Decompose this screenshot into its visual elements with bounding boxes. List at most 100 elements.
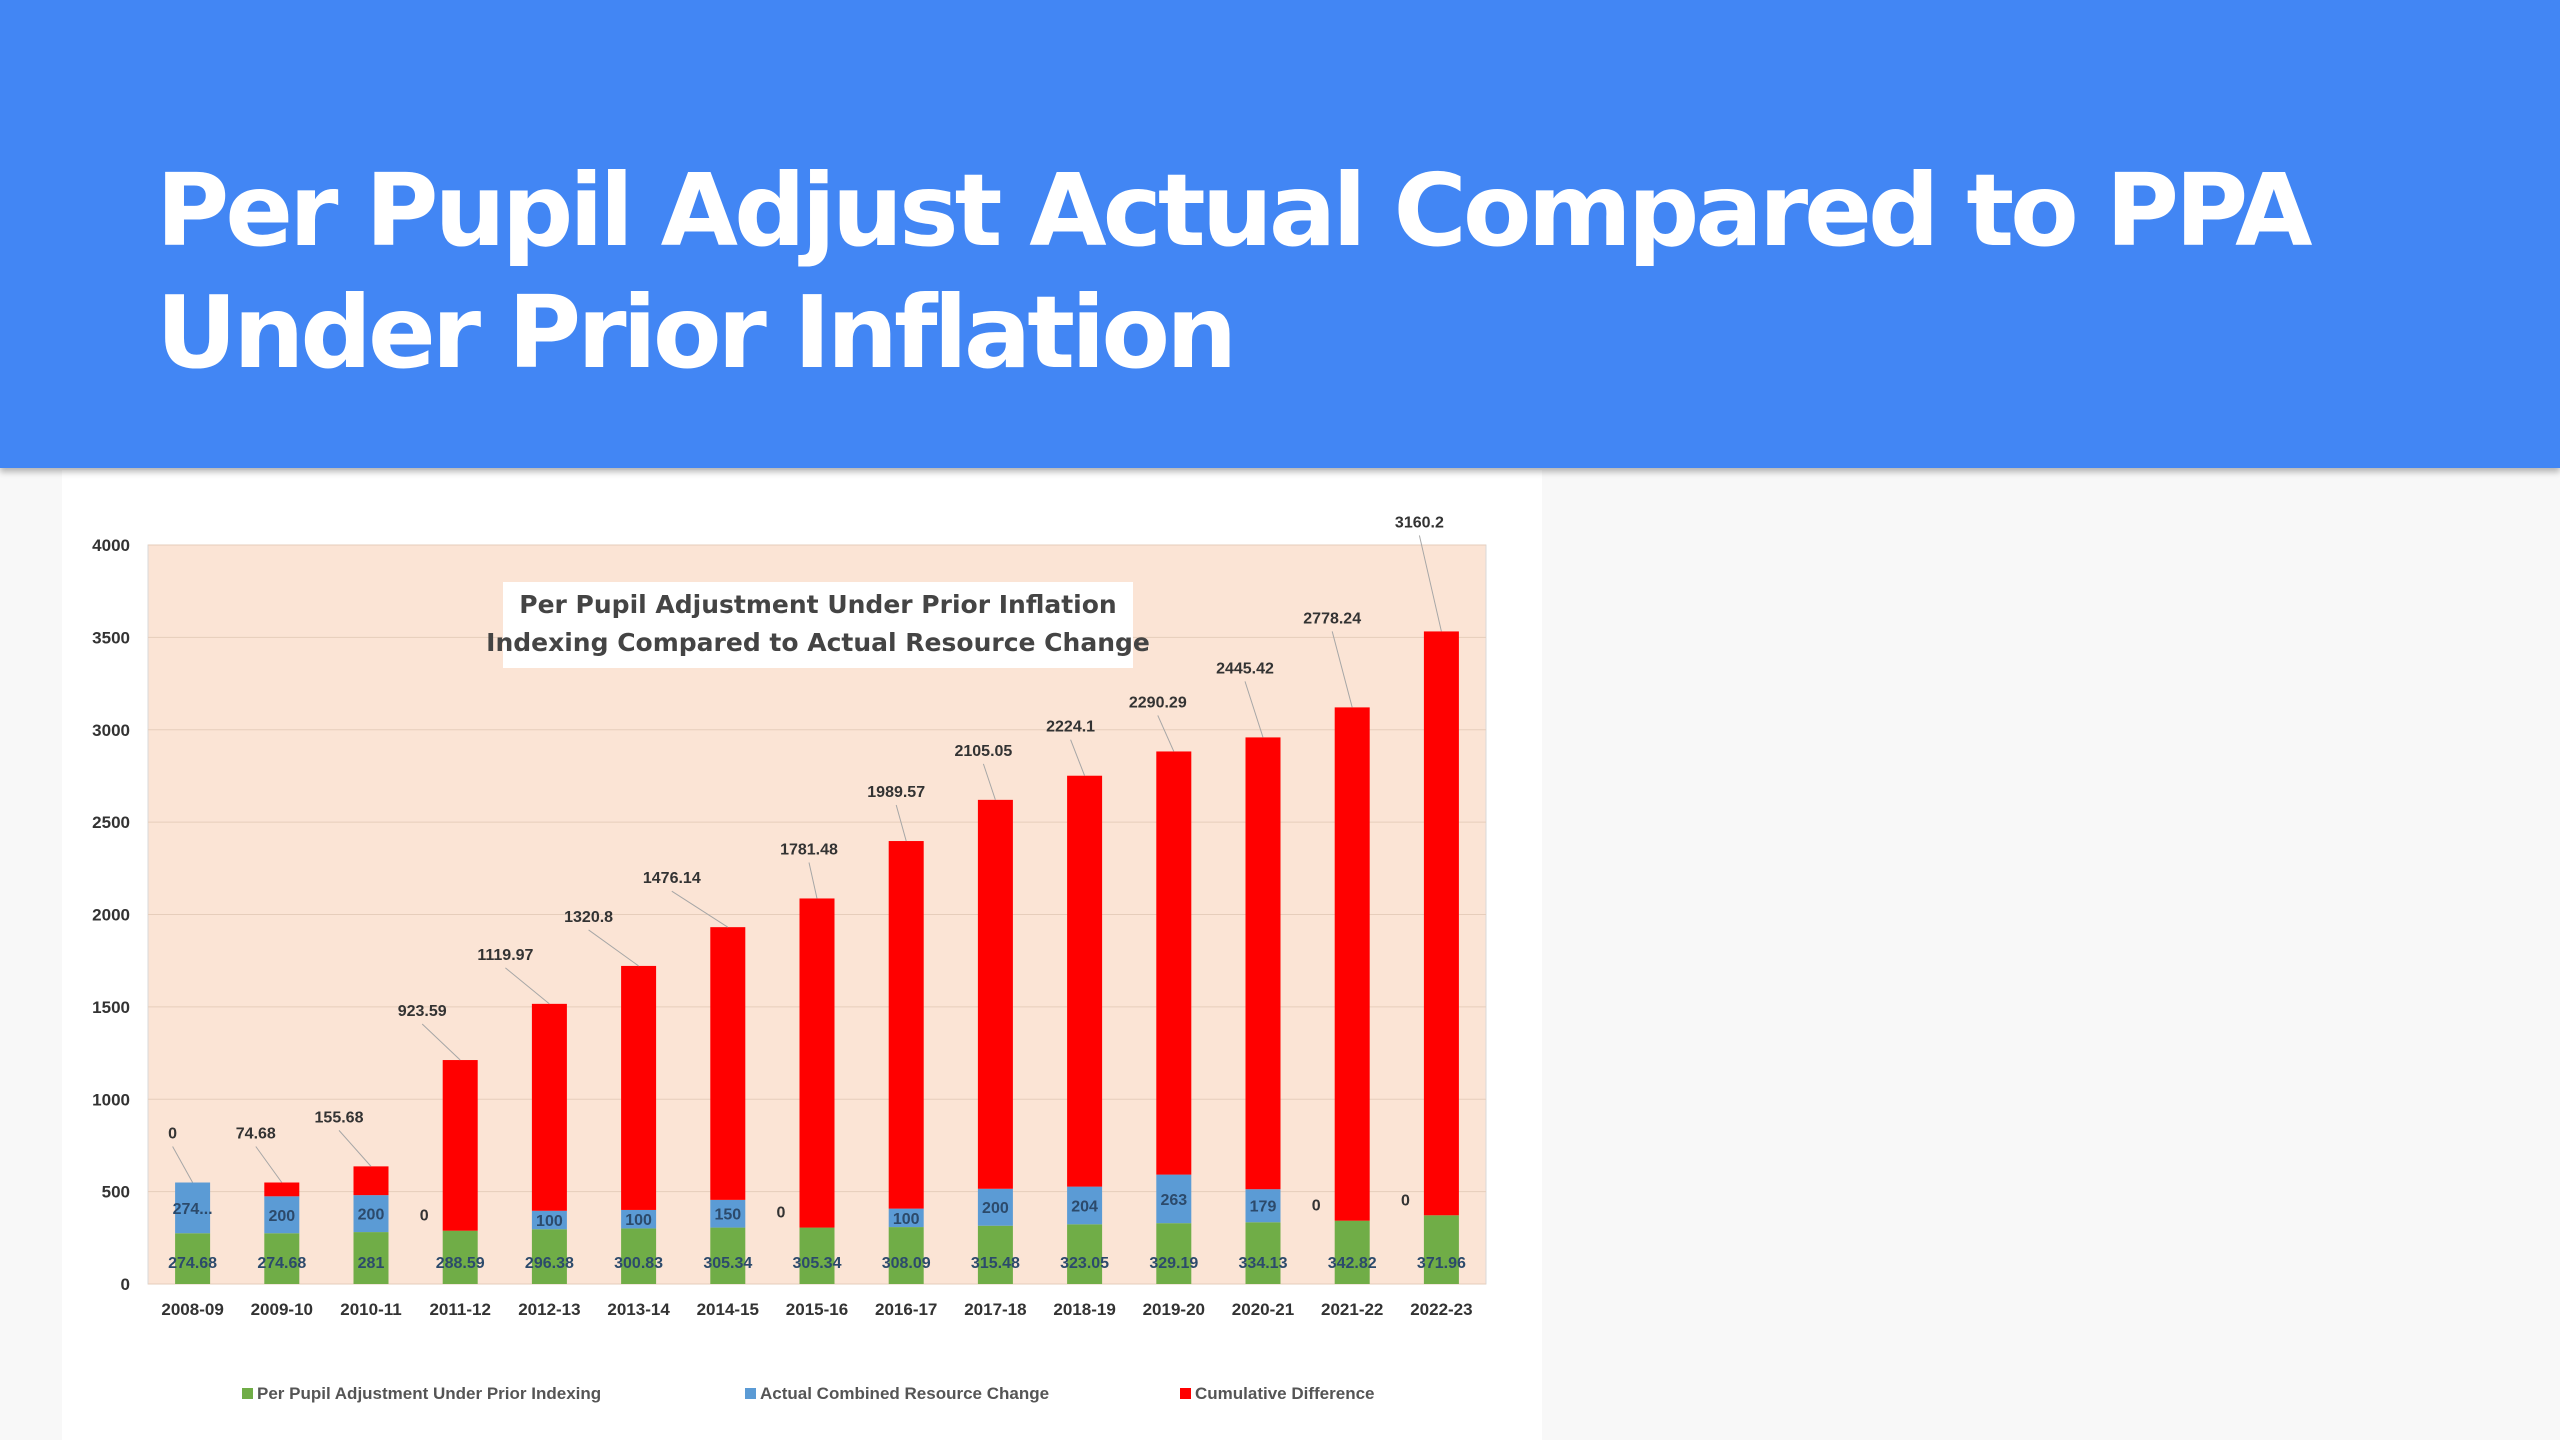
data-label-blue: 150	[714, 1207, 741, 1224]
leader-line	[982, 763, 996, 801]
bar-segment-red	[1245, 737, 1281, 1190]
data-label-red: 0	[168, 1126, 177, 1143]
data-label-green: 274.68	[257, 1255, 306, 1272]
bar-segment-blue	[710, 1199, 746, 1228]
data-label-green: 305.34	[793, 1255, 842, 1272]
bar-segment-green	[621, 1228, 657, 1284]
x-tick-label: 2019-20	[1143, 1300, 1205, 1319]
x-tick-label: 2008-09	[161, 1300, 223, 1319]
data-label-green: 315.48	[971, 1255, 1020, 1272]
data-label-green: 342.82	[1328, 1255, 1377, 1272]
leader-line	[172, 1146, 194, 1183]
leader-line	[255, 1146, 283, 1183]
data-label-green: 274.68	[168, 1255, 217, 1272]
leader-line	[1157, 715, 1175, 752]
data-label-red: 1781.48	[780, 841, 838, 858]
x-tick-label: 2013-14	[607, 1300, 670, 1319]
data-label-blue: 263	[1160, 1192, 1187, 1209]
data-label-blue: 200	[358, 1207, 385, 1224]
x-tick-label: 2009-10	[251, 1300, 313, 1319]
leader-line	[588, 929, 639, 967]
bar-segment-green	[1245, 1222, 1281, 1284]
bar-segment-green	[175, 1233, 211, 1284]
bar-segment-green	[799, 1227, 835, 1284]
x-tick-label: 2018-19	[1053, 1300, 1115, 1319]
leader-line	[505, 967, 550, 1005]
x-tick-label: 2021-22	[1321, 1300, 1383, 1319]
data-label-blue: 0	[1312, 1198, 1321, 1215]
leader-line	[1331, 631, 1353, 708]
bar-segment-blue	[531, 1210, 567, 1230]
y-tick-label: 4000	[92, 536, 130, 555]
bar-segment-red	[1423, 631, 1459, 1216]
data-label-blue: 100	[893, 1211, 920, 1228]
bar-segment-red	[1156, 751, 1192, 1175]
x-tick-label: 2022-23	[1410, 1300, 1472, 1319]
bar-segment-green	[1423, 1215, 1459, 1284]
bar-segment-blue	[977, 1188, 1013, 1226]
y-tick-label: 0	[121, 1275, 130, 1294]
bar-segment-green	[442, 1230, 478, 1284]
x-tick-label: 2014-15	[697, 1300, 759, 1319]
data-label-blue: 274...	[173, 1201, 213, 1218]
x-tick-label: 2011-12	[429, 1300, 490, 1319]
bar-segment-green	[710, 1227, 746, 1284]
data-label-blue: 179	[1250, 1199, 1277, 1216]
data-label-red: 1989.57	[867, 784, 925, 801]
leader-line	[895, 804, 907, 842]
x-tick-label: 2016-17	[875, 1300, 937, 1319]
data-label-red: 1119.97	[477, 947, 533, 964]
bar-segment-red	[264, 1182, 300, 1197]
x-tick-label: 2010-11	[340, 1300, 401, 1319]
data-label-red: 2224.1	[1046, 719, 1095, 736]
y-tick-label: 3000	[92, 721, 130, 740]
legend-label: Per Pupil Adjustment Under Prior Indexin…	[257, 1384, 601, 1403]
data-label-green: 288.59	[436, 1255, 485, 1272]
data-label-red: 155.68	[315, 1109, 364, 1126]
legend-label: Cumulative Difference	[1195, 1384, 1375, 1403]
data-label-green: 329.19	[1149, 1255, 1198, 1272]
legend-swatch	[242, 1388, 253, 1399]
y-tick-label: 2500	[92, 813, 130, 832]
y-tick-label: 1000	[92, 1090, 130, 1109]
data-label-red: 1476.14	[643, 870, 701, 887]
legend-swatch	[1180, 1388, 1191, 1399]
data-label-red: 1320.8	[564, 909, 613, 926]
bar-segment-green	[1067, 1224, 1103, 1284]
bar-segment-red	[1334, 707, 1370, 1221]
data-label-red: 2778.24	[1303, 610, 1361, 627]
leader-line	[808, 862, 818, 899]
bar-segment-blue	[353, 1195, 389, 1233]
bar-segment-red	[977, 799, 1013, 1189]
x-tick-label: 2020-21	[1232, 1300, 1294, 1319]
leader-line	[671, 890, 729, 928]
data-label-blue: 100	[536, 1213, 563, 1230]
leader-line	[338, 1130, 372, 1167]
bar-segment-red	[353, 1166, 389, 1196]
bar-segment-green	[1156, 1223, 1192, 1284]
data-label-red: 923.59	[398, 1003, 447, 1020]
data-label-blue: 200	[268, 1208, 295, 1225]
leader-line	[1418, 535, 1442, 632]
data-label-red: 2105.05	[954, 743, 1012, 760]
bar-segment-green	[1334, 1220, 1370, 1284]
chart-panel: 0 500 1000 1500 2000 2500 3000 3500 4000 274.68 27…	[62, 470, 1542, 1440]
legend-swatch	[745, 1388, 756, 1399]
y-tick-label: 1500	[92, 998, 130, 1017]
chart-title-line: Per Pupil Adjustment Under Prior Inflati…	[519, 590, 1116, 619]
data-label-blue: 204	[1071, 1198, 1098, 1215]
data-label-red: 3160.2	[1395, 514, 1444, 531]
stacked-bar-chart: 05001000150020002500300035004000274.6827…	[92, 514, 1487, 1403]
bar-segment-red	[799, 898, 835, 1228]
bar-segment-red	[442, 1060, 478, 1231]
bar-segment-green	[264, 1233, 300, 1284]
bar-segment-green	[977, 1225, 1013, 1284]
leader-line	[1070, 739, 1086, 776]
data-label-green: 371.96	[1417, 1255, 1466, 1272]
data-label-green: 281	[358, 1255, 385, 1272]
bar-segment-blue	[175, 1182, 211, 1234]
bar-segment-green	[531, 1229, 567, 1284]
bar-segment-blue	[1245, 1189, 1281, 1223]
y-tick-label: 500	[102, 1183, 130, 1202]
data-label-red: 74.68	[236, 1126, 276, 1143]
